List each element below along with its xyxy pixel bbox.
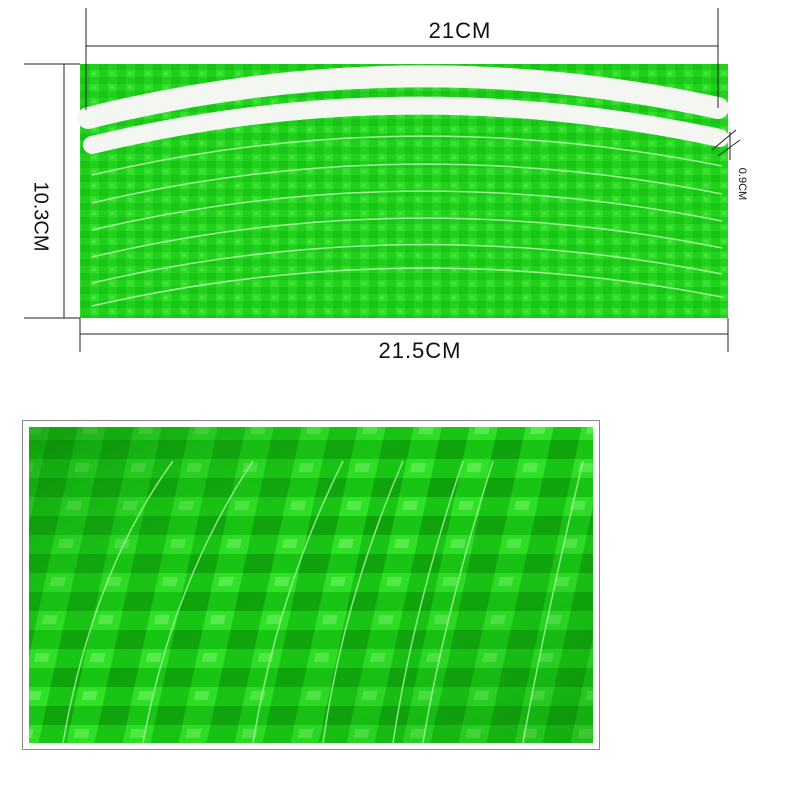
width-21cm-label: 21CM [428, 18, 492, 43]
closeup-photo [29, 427, 593, 744]
white-strip-1 [77, 65, 729, 129]
white-strip-2 [83, 96, 729, 154]
closeup-photo-frame [22, 420, 600, 750]
sticker-sheet-figure [24, 8, 741, 352]
strip-width-0-9cm-label: 0.9CM [736, 167, 748, 201]
dimension-lines [24, 8, 741, 352]
width-21-5cm-label: 21.5CM [378, 338, 462, 363]
height-10-3cm-label: 10.3CM [29, 181, 52, 252]
green-strips [91, 135, 723, 307]
